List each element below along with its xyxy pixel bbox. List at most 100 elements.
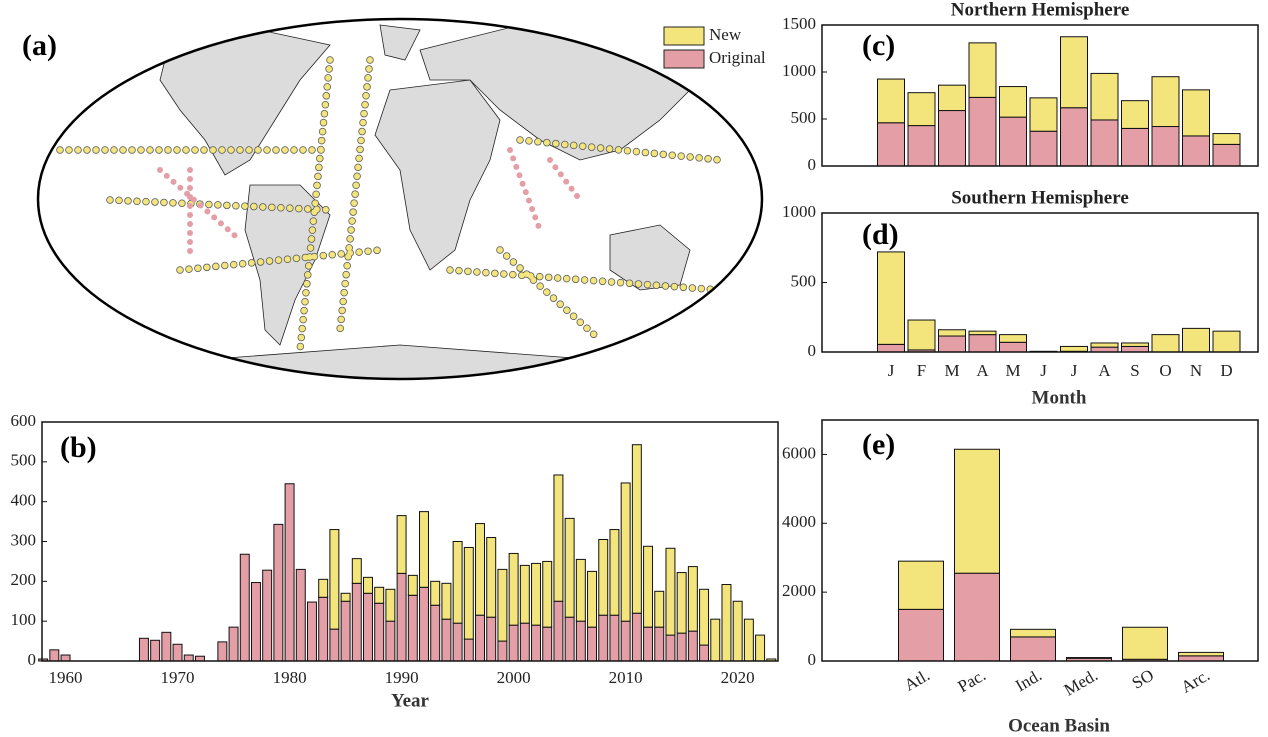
bar-segment: [1151, 126, 1180, 167]
bar-segment: [999, 334, 1027, 343]
bar-segment: [486, 537, 497, 618]
bar-segment: [954, 448, 1000, 574]
y-tick-label: 0: [808, 650, 817, 669]
x-tick-label: A: [1098, 361, 1111, 380]
y-tick-label: 100: [11, 610, 37, 629]
bar-segment: [687, 630, 698, 662]
chart-title: Northern Hemisphere: [951, 0, 1130, 20]
bar-segment: [363, 592, 373, 662]
bar-segment: [273, 523, 284, 662]
y-tick-label: 1500: [782, 14, 816, 33]
bar-segment: [396, 572, 407, 662]
bar-segment: [1212, 133, 1241, 145]
legend-swatch: [663, 49, 705, 69]
bar-segment: [1151, 76, 1180, 128]
bar-segment: [1121, 342, 1149, 347]
bar-segment: [598, 614, 609, 662]
bar-segment: [877, 251, 905, 345]
x-tick-label: M: [1005, 361, 1020, 380]
bar-segment: [374, 602, 385, 662]
bar-segment: [172, 643, 183, 662]
bar-segment: [351, 582, 362, 662]
bar-segment: [1122, 626, 1168, 660]
track-decoration: [56, 56, 724, 354]
bar-segment: [721, 584, 732, 662]
bar-segment: [665, 547, 676, 636]
bar-segment: [620, 482, 631, 622]
x-tick-label: J: [1040, 361, 1047, 380]
bar-segment: [318, 578, 329, 598]
bar-segment: [1029, 97, 1058, 132]
y-tick-label: 600: [11, 411, 37, 430]
bar-segment: [486, 616, 497, 662]
bar-segment: [938, 335, 966, 353]
panel-label: (b): [60, 431, 97, 464]
bar-segment: [564, 616, 575, 662]
legend: New Original: [663, 25, 766, 69]
bar-segment: [441, 582, 452, 620]
panel-label: (c): [862, 29, 895, 62]
y-tick-label: 400: [11, 491, 37, 510]
bar-segment: [654, 590, 665, 628]
x-tick-label: SO: [1129, 665, 1157, 692]
y-tick-label: 300: [11, 530, 37, 549]
bar-segment: [575, 620, 586, 662]
panel-label: (e): [862, 428, 895, 461]
bar-segment: [329, 529, 340, 630]
y-tick-label: 2000: [782, 581, 816, 600]
x-tick-label: S: [1130, 361, 1139, 380]
y-tick-label: 500: [11, 451, 37, 470]
bar-segment: [1178, 651, 1224, 657]
x-tick-label: M: [944, 361, 959, 380]
x-tick-label: Med.: [1061, 665, 1101, 699]
bar-segment: [306, 601, 317, 662]
x-tick-label: F: [917, 361, 926, 380]
plot-frame: [821, 419, 1259, 662]
x-tick-label: N: [1190, 361, 1202, 380]
bar-segment: [1182, 89, 1210, 137]
bar-segment: [1182, 135, 1210, 167]
x-tick-label: Arc.: [1178, 665, 1213, 696]
bar-segment: [284, 483, 295, 662]
bar-segment: [732, 600, 743, 662]
bar-segment: [463, 638, 474, 662]
bar-segment: [60, 654, 71, 662]
y-tick-label: 1000: [782, 61, 816, 80]
bar-segment: [968, 96, 997, 167]
bar-segment: [999, 86, 1027, 118]
bar-segment: [1090, 119, 1119, 167]
x-tick-label: Ind.: [1012, 665, 1045, 695]
bar-segment: [755, 634, 766, 662]
bar-segment: [968, 334, 997, 353]
bar-segment: [877, 122, 905, 167]
y-tick-label: 500: [791, 271, 817, 290]
bar-segment: [643, 626, 654, 662]
bar-segment: [318, 596, 329, 662]
bar-segment: [699, 588, 710, 646]
bar-segment: [938, 84, 966, 112]
chart-title: Southern Hemisphere: [951, 187, 1129, 208]
bar-segment: [531, 624, 542, 662]
bar-segment: [631, 444, 642, 614]
bar-segment: [999, 116, 1027, 167]
bar-segment: [295, 568, 306, 662]
bar-segment: [710, 618, 721, 662]
track-original: [157, 147, 583, 263]
bar-segment: [654, 626, 665, 662]
x-tick-label: D: [1220, 361, 1232, 380]
bar-segment: [598, 539, 609, 616]
bar-segment: [49, 649, 60, 662]
bar-segment: [340, 600, 351, 662]
bar-segment: [676, 572, 687, 634]
bar-segment: [1151, 334, 1180, 353]
bar-segment: [228, 626, 239, 662]
bar-segment: [898, 560, 944, 610]
bar-segment: [1090, 72, 1119, 121]
bar-segment: [161, 631, 172, 662]
bar-segment: [687, 566, 698, 632]
bar-segment: [183, 654, 194, 662]
bar-segment: [475, 614, 485, 662]
bar-segment: [1060, 107, 1088, 167]
bar-segment: [1212, 143, 1241, 167]
bar-segment: [419, 511, 429, 588]
